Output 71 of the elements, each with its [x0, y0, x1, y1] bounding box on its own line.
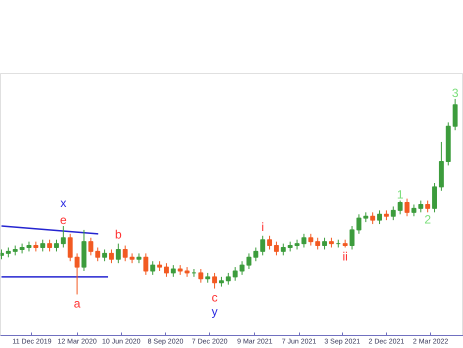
- annotation: x: [60, 196, 66, 210]
- candlestick: [212, 272, 218, 290]
- candlestick: [184, 266, 190, 278]
- annotation: i: [261, 220, 264, 234]
- candlestick: [88, 237, 94, 256]
- candlestick: [74, 252, 80, 295]
- candlestick: [452, 98, 458, 131]
- candlestick: [308, 233, 314, 246]
- candlestick: [226, 272, 231, 286]
- candlestick: [390, 206, 396, 221]
- candlestick: [150, 260, 156, 276]
- candlestick: [315, 237, 320, 250]
- candlestick: [47, 239, 52, 252]
- candlestick: [95, 247, 100, 262]
- candlestick: [356, 214, 362, 234]
- candlestick: [26, 241, 32, 252]
- annotation: b: [115, 228, 122, 242]
- candlestick: [40, 239, 46, 252]
- candlestick: [322, 237, 328, 250]
- candlestick: [240, 260, 245, 276]
- candlestick: [418, 200, 424, 213]
- candlestick: [294, 239, 300, 250]
- candlestick: [280, 243, 286, 256]
- annotation: c: [212, 290, 218, 305]
- candlestick: [157, 260, 162, 272]
- candlestick: [60, 226, 66, 248]
- annotation: 2: [424, 212, 432, 226]
- candlestick: [370, 212, 376, 225]
- candlestick: [398, 200, 403, 215]
- candlestick: [301, 233, 306, 248]
- candlestick: [33, 241, 38, 252]
- candlestick: [130, 252, 135, 264]
- candlestick: [68, 233, 73, 262]
- candlestick: [232, 266, 238, 282]
- candlestick: [164, 262, 169, 278]
- candlestick: [253, 247, 258, 262]
- candlestick: [432, 182, 437, 213]
- candlestick: [363, 212, 368, 223]
- annotation: a: [74, 296, 81, 310]
- candlestick: [274, 241, 279, 256]
- candlestick: [122, 245, 128, 262]
- candlestick: [288, 241, 293, 252]
- candlestick: [20, 243, 25, 254]
- candlestick: [54, 239, 59, 252]
- candlestick: [170, 264, 176, 278]
- candlestick: [12, 245, 18, 256]
- candlestick: [425, 200, 430, 213]
- annotation: ii: [342, 250, 348, 264]
- candlestick: [6, 247, 11, 258]
- candlestick: [198, 268, 204, 284]
- candlestick: [136, 252, 142, 264]
- candlestick: [116, 243, 121, 264]
- annotation: y: [212, 304, 218, 319]
- candlestick: [350, 226, 355, 250]
- candlestick: [178, 264, 183, 276]
- candlestick: [404, 198, 410, 217]
- candlestick: [377, 210, 382, 225]
- candlestick: [109, 248, 114, 264]
- annotation: 3: [452, 86, 459, 100]
- annotation: 1: [396, 188, 404, 202]
- annotation: e: [60, 213, 68, 228]
- candlestick: [411, 204, 416, 217]
- candlestick: [246, 252, 252, 270]
- candlestick: [218, 276, 224, 288]
- candlestick: [328, 237, 334, 248]
- candlestick: [267, 235, 272, 250]
- candlestick: [102, 248, 108, 262]
- candlestick: [260, 235, 266, 256]
- candlestick: [143, 252, 148, 276]
- candlestick: [384, 210, 389, 221]
- candlestick: [205, 272, 210, 284]
